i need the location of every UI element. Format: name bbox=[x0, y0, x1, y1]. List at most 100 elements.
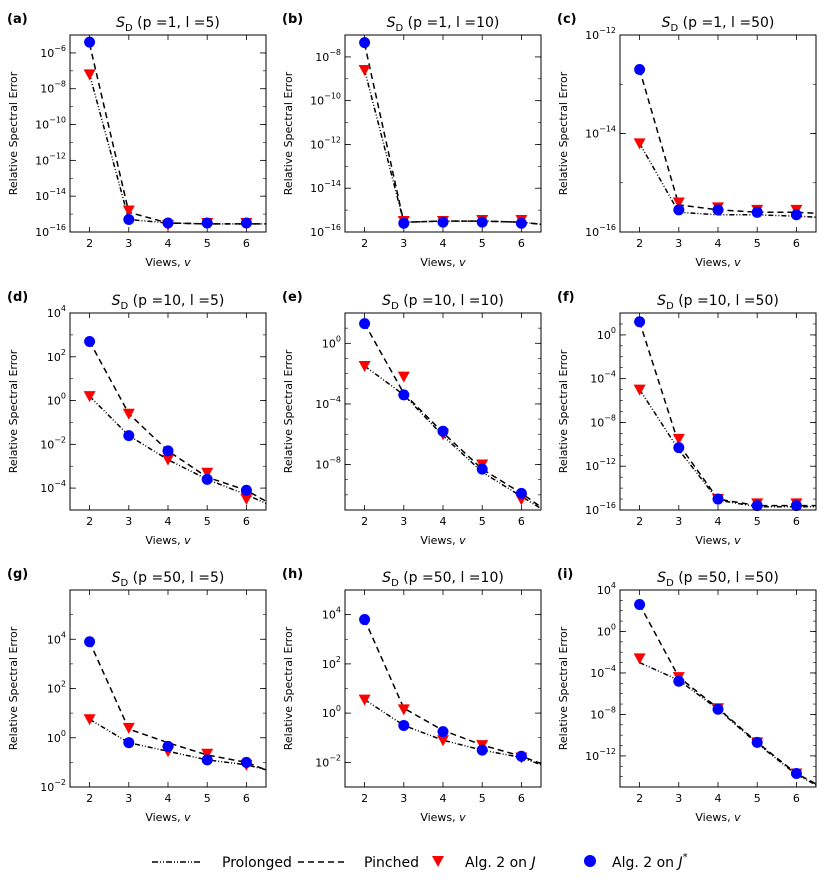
alg-jstar-marker bbox=[359, 318, 371, 330]
x-axis-label: Views, v bbox=[145, 256, 191, 269]
x-tick-label: 3 bbox=[400, 792, 407, 805]
alg-j-marker bbox=[358, 361, 371, 373]
x-tick-label: 4 bbox=[715, 515, 722, 528]
chart-panel-i: (i) SD (p =50, l =50) Relative Spectral Er… bbox=[557, 567, 817, 824]
x-tick-label: 6 bbox=[243, 515, 250, 528]
x-axis-label: Views, v bbox=[695, 534, 741, 547]
chart-panel-a: (a) SD (p =1, l =5) Relative Spectral Erro… bbox=[7, 12, 267, 269]
y-axis-label: Relative Spectral Error bbox=[557, 71, 570, 195]
x-axis-label: Views, v bbox=[145, 534, 191, 547]
alg-jstar-marker bbox=[437, 425, 449, 437]
alg-j-marker bbox=[162, 454, 174, 466]
legend-pinched: Pinched bbox=[298, 855, 419, 871]
legend-alg-j: Alg. 2 on J bbox=[432, 855, 536, 871]
alg-jstar-marker bbox=[398, 389, 410, 401]
x-tick-label: 3 bbox=[125, 792, 132, 805]
alg-jstar-marker bbox=[84, 636, 96, 648]
prolonged-line bbox=[638, 142, 816, 218]
alg-jstar-marker bbox=[398, 217, 410, 229]
x-tick-label: 2 bbox=[86, 515, 93, 528]
y-tick-label: 104 bbox=[47, 304, 66, 320]
alg-j-marker bbox=[201, 748, 214, 760]
alg-jstar-marker bbox=[123, 430, 135, 442]
x-tick-label: 4 bbox=[715, 792, 722, 805]
x-tick-label: 6 bbox=[518, 237, 525, 250]
alg-j-marker bbox=[122, 408, 135, 420]
x-tick-label: 6 bbox=[518, 792, 525, 805]
x-tick-label: 4 bbox=[165, 515, 172, 528]
y-tick-label: 10−12 bbox=[585, 747, 616, 763]
y-tick-label: 10−10 bbox=[35, 116, 66, 132]
x-tick-label: 2 bbox=[636, 237, 643, 250]
y-tick-label: 100 bbox=[47, 392, 66, 408]
axes-frame bbox=[69, 312, 267, 511]
plot-area bbox=[638, 321, 816, 508]
alg-jstar-marker bbox=[240, 756, 252, 768]
x-tick-label: 4 bbox=[440, 515, 447, 528]
pinched-line bbox=[363, 323, 541, 508]
x-axis-label: Views, v bbox=[695, 256, 741, 269]
alg-j-marker bbox=[633, 653, 646, 665]
alg-j-marker bbox=[83, 69, 96, 81]
axes-frame bbox=[344, 34, 542, 233]
alg-jstar-marker bbox=[162, 217, 174, 229]
x-tick-label: 4 bbox=[715, 237, 722, 250]
alg-j-marker bbox=[672, 433, 685, 445]
legend-prolonged: Prolonged bbox=[152, 855, 292, 871]
y-tick-label: 100 bbox=[47, 729, 66, 745]
prolonged-line bbox=[638, 389, 816, 508]
y-tick-label: 10−16 bbox=[585, 501, 616, 517]
panel-label: (i) bbox=[557, 567, 573, 582]
alg-jstar-marker bbox=[437, 726, 449, 738]
x-tick-label: 3 bbox=[675, 792, 682, 805]
x-tick-label: 6 bbox=[793, 237, 800, 250]
legend-alg-jstar-label: Alg. 2 on J* bbox=[612, 852, 688, 871]
y-tick-label: 10−12 bbox=[585, 26, 616, 42]
chart-title: SD (p =50, l =10) bbox=[382, 570, 504, 589]
x-tick-label: 4 bbox=[440, 237, 447, 250]
alg-jstar-marker bbox=[476, 744, 488, 756]
x-tick-label: 2 bbox=[636, 792, 643, 805]
chart-panel-e: (e) SD (p =10, l =10) Relative Spectral Er… bbox=[282, 290, 542, 547]
alg-jstar-marker bbox=[751, 736, 763, 748]
alg-j-marker bbox=[397, 371, 410, 383]
legend-pinched-label: Pinched bbox=[364, 855, 419, 871]
alg-jstar-marker bbox=[123, 213, 135, 225]
x-tick-label: 5 bbox=[479, 515, 486, 528]
x-tick-label: 4 bbox=[440, 792, 447, 805]
y-axis-label: Relative Spectral Error bbox=[282, 626, 295, 750]
pinched-line bbox=[363, 619, 541, 765]
alg-jstar-marker bbox=[790, 209, 802, 221]
chart-panel-h: (h) SD (p =50, l =10) Relative Spectral Er… bbox=[282, 567, 542, 824]
x-tick-label: 5 bbox=[204, 515, 211, 528]
chart-title: SD (p =1, l =50) bbox=[662, 15, 775, 34]
legend-prolonged-label: Prolonged bbox=[222, 855, 292, 871]
alg-jstar-marker bbox=[515, 487, 527, 499]
chart-title: SD (p =10, l =50) bbox=[657, 293, 779, 312]
alg-j-marker bbox=[397, 704, 410, 716]
chart-panel-g: (g) SD (p =50, l =5) Relative Spectral Err… bbox=[7, 567, 267, 824]
y-tick-label: 100 bbox=[322, 704, 341, 720]
y-tick-label: 10−12 bbox=[310, 135, 341, 151]
circle-marker-icon bbox=[584, 855, 596, 867]
alg-j-marker bbox=[672, 197, 685, 209]
alg-j-marker bbox=[437, 735, 449, 747]
panel-label: (e) bbox=[282, 290, 303, 305]
axes-frame bbox=[619, 312, 817, 511]
y-tick-label: 10−8 bbox=[315, 456, 341, 472]
y-axis-label: Relative Spectral Error bbox=[7, 71, 20, 195]
y-tick-label: 10−4 bbox=[315, 395, 341, 411]
alg-jstar-marker bbox=[359, 37, 371, 49]
y-tick-label: 100 bbox=[597, 326, 616, 342]
axes-frame bbox=[344, 312, 542, 511]
alg-j-marker bbox=[83, 391, 96, 403]
y-tick-label: 10−14 bbox=[35, 187, 66, 203]
chart-title: SD (p =10, l =10) bbox=[382, 293, 504, 312]
alg-jstar-marker bbox=[240, 217, 252, 229]
x-tick-label: 3 bbox=[400, 237, 407, 250]
x-tick-label: 6 bbox=[518, 515, 525, 528]
panel-label: (c) bbox=[557, 12, 577, 27]
triangle-marker-icon bbox=[432, 856, 444, 867]
